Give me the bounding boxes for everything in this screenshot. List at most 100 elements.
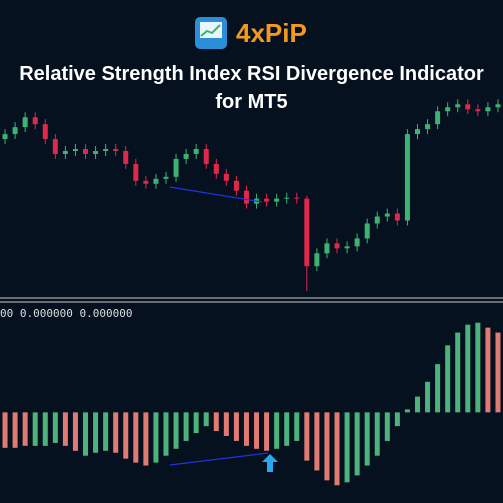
histogram-bar [475, 322, 481, 413]
candle-body [203, 149, 209, 164]
candle-body [243, 190, 249, 204]
logo-text: 4xPiP [236, 18, 307, 48]
histogram-bar [435, 364, 441, 413]
candle-body [72, 149, 78, 151]
candle-body [314, 253, 320, 267]
candle-body [374, 216, 380, 224]
candle-body [435, 111, 441, 125]
histogram-bar [203, 412, 209, 427]
candle-body [394, 213, 400, 221]
histogram-bar [213, 412, 219, 432]
histogram-bar [425, 381, 431, 413]
histogram-bar [143, 412, 149, 466]
candle-body [324, 243, 330, 254]
histogram-bar [364, 412, 370, 466]
histogram-bar [344, 412, 350, 483]
candle-body [264, 198, 270, 202]
signal-arrow [262, 454, 278, 472]
histogram-bar [294, 412, 300, 441]
histogram-bar [314, 412, 320, 471]
candle-body [113, 149, 119, 151]
histogram-bar [274, 412, 280, 449]
candle-body [153, 178, 159, 184]
candle-body [213, 163, 219, 174]
histogram-bar [93, 412, 99, 453]
divergence-line [169, 186, 263, 203]
histogram-bar [52, 412, 58, 443]
histogram-bar [83, 412, 89, 456]
histogram-bar [163, 412, 169, 456]
histogram-bar [354, 412, 360, 476]
histogram-bar [304, 412, 310, 461]
histogram-bar [153, 412, 159, 463]
divergence-line [169, 452, 269, 466]
histogram-bar [264, 412, 270, 451]
candle-body [12, 127, 18, 135]
histogram-bar [334, 412, 340, 486]
candle-body [465, 104, 471, 110]
candle-body [364, 223, 370, 239]
histogram-bar [42, 412, 48, 446]
candle-body [103, 149, 109, 151]
candle-body [354, 238, 360, 247]
histogram-bar [284, 412, 290, 446]
histogram-bar [324, 412, 330, 481]
histogram-bar [173, 412, 179, 449]
candle-body [173, 158, 179, 177]
candle-body [455, 104, 461, 108]
histogram-bar [243, 412, 249, 446]
candle-body [404, 134, 410, 221]
candle-body [495, 104, 501, 108]
histogram-bar [12, 412, 18, 448]
histogram-bar [183, 412, 189, 441]
candle-body [344, 246, 350, 249]
histogram-bar [103, 412, 109, 451]
candle-body [475, 109, 481, 112]
candle-body [384, 213, 390, 217]
histogram-bar [113, 412, 119, 453]
histogram-bar [123, 412, 129, 459]
candle-body [93, 150, 99, 154]
histogram-bar [62, 412, 68, 446]
candle-body [133, 163, 139, 181]
candle-body [294, 197, 300, 199]
histogram-bar [254, 412, 260, 449]
histogram-bar [2, 412, 8, 448]
candle-body [163, 176, 169, 179]
logo-icon [200, 22, 222, 38]
histogram-bar [455, 332, 461, 413]
candle-body [83, 149, 89, 154]
candle-body [284, 197, 290, 199]
histogram-bar [193, 412, 199, 434]
histogram-bar [22, 412, 28, 446]
candle-body [52, 139, 58, 154]
chart-title: Relative Strength Index RSI Divergence I… [19, 63, 484, 113]
candle-body [143, 180, 149, 184]
histogram-bar [465, 324, 471, 413]
logo-icon [200, 24, 221, 37]
candle-body [425, 124, 431, 130]
candle-body [32, 117, 38, 125]
candle-body [334, 243, 340, 249]
histogram-bar [233, 412, 239, 441]
histogram-bar [223, 412, 229, 437]
candle-body [414, 129, 420, 135]
candle-body [193, 149, 199, 154]
candle-body [183, 153, 189, 159]
histogram-bar [404, 409, 410, 413]
candle-body [223, 173, 229, 181]
histogram-bar [384, 412, 390, 441]
histogram-bar [72, 412, 78, 451]
candle-body [22, 117, 28, 128]
candle-body [233, 180, 239, 191]
candle-body [123, 150, 129, 164]
histogram-bar [445, 345, 451, 413]
histogram-bar [414, 396, 420, 413]
candle-body [2, 134, 8, 140]
histogram-bar [32, 412, 38, 446]
candle-body [42, 124, 48, 140]
candle-body [485, 107, 491, 112]
candle-body [304, 198, 310, 267]
